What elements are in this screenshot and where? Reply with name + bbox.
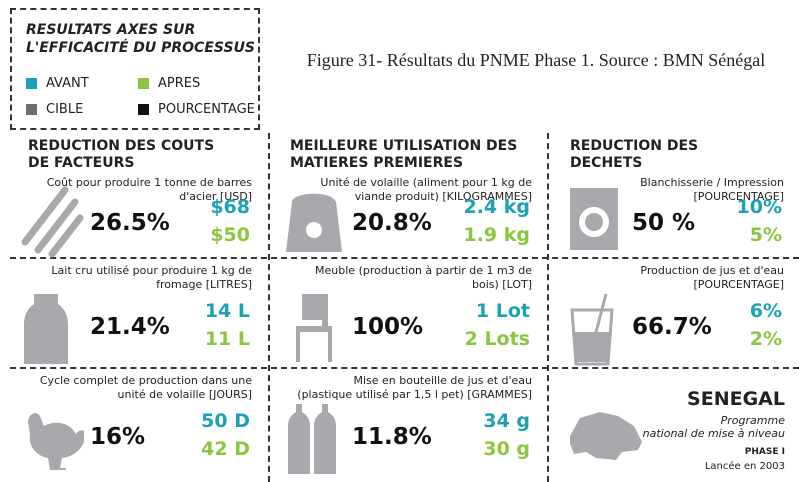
separator: [547, 133, 549, 482]
value-before: 10%: [736, 196, 782, 218]
value-after: 30 g: [483, 438, 530, 460]
senegal-subtitle: national de mise à niveau: [642, 427, 785, 440]
icon: [28, 413, 84, 470]
legend-swatch: [138, 104, 149, 115]
value-before: 50 D: [201, 410, 250, 432]
column-title: DE FACTEURS: [28, 155, 135, 171]
legend-title: RESULTATS AXES SUR: [26, 22, 196, 38]
column-title: MEILLEURE UTILISATION DES: [290, 138, 518, 154]
percentage: 26.5%: [90, 210, 170, 236]
percentage: 50 %: [632, 210, 696, 236]
value-after: 42 D: [201, 438, 250, 460]
value-before: 1 Lot: [475, 300, 530, 322]
icon: [570, 293, 614, 366]
separator: [10, 367, 799, 369]
legend-label: POURCENTAGE: [158, 102, 255, 117]
value-before: $68: [210, 196, 250, 218]
legend-box: RESULTATS AXES SUR L'EFFICACITÉ DU PROCES…: [10, 8, 260, 130]
description: Meuble (production à partir de 1 m3 de b…: [315, 264, 532, 291]
value-before: 34 g: [483, 410, 530, 432]
legend-swatch: [26, 104, 37, 115]
legend-item: POURCENTAGE: [138, 102, 255, 117]
legend-label: APRES: [158, 76, 201, 91]
description: Unité de volaille (aliment pour 1 kg de …: [320, 176, 532, 203]
percentage: 11.8%: [352, 424, 432, 450]
column-title: MATIERES PREMIERES: [290, 155, 464, 171]
value-after: 5%: [749, 224, 782, 246]
icon: [24, 294, 68, 364]
value-before: 2.4 kg: [463, 196, 530, 218]
senegal-subtitle: Programme: [720, 414, 785, 427]
percentage: 66.7%: [632, 314, 712, 340]
legend-item: APRES: [138, 76, 200, 91]
value-after: 2 Lots: [464, 328, 530, 350]
value-after: 11 L: [204, 328, 250, 350]
column-title: DECHETS: [570, 155, 643, 171]
legend-swatch: [26, 78, 37, 89]
legend-label: CIBLE: [46, 102, 84, 117]
separator: [10, 257, 799, 259]
percentage: 20.8%: [352, 210, 432, 236]
value-after: 1.9 kg: [463, 224, 530, 246]
legend-title: L'EFFICACITÉ DU PROCESSUS: [26, 40, 256, 56]
percentage: 21.4%: [90, 314, 170, 340]
description: Cycle complet de production dans une uni…: [39, 374, 252, 401]
value-before: 6%: [749, 300, 782, 322]
senegal-title: SENEGAL: [687, 388, 785, 410]
senegal-phase: PHASE I: [744, 447, 785, 457]
legend-label: AVANT: [46, 76, 89, 91]
legend-item: AVANT: [26, 76, 89, 91]
value-after: 2%: [749, 328, 782, 350]
value-before: 14 L: [204, 300, 250, 322]
separator: [268, 133, 270, 482]
percentage: 16%: [90, 424, 146, 450]
percentage: 100%: [352, 314, 424, 340]
description: Mise en bouteille de jus et d'eau (plast…: [297, 374, 532, 401]
column-title: REDUCTION DES: [570, 138, 699, 154]
value-after: $50: [210, 224, 250, 246]
icon: [570, 188, 618, 250]
icon: [286, 193, 342, 252]
senegal-launched: Lancée en 2003: [704, 461, 785, 472]
icon: [21, 186, 84, 258]
legend-swatch: [138, 78, 149, 89]
icon: [296, 294, 332, 362]
description: Production de jus et d'eau [POURCENTAGE]: [640, 264, 784, 291]
description: Coût pour produire 1 tonne de barres d'a…: [46, 176, 252, 203]
column-title: REDUCTION DES COUTS: [28, 138, 215, 154]
figure-caption: Figure 31- Résultats du PNME Phase 1. So…: [306, 50, 766, 70]
legend-item: CIBLE: [26, 102, 83, 117]
icon: [288, 404, 336, 474]
description: Lait cru utilisé pour produire 1 kg de f…: [51, 264, 252, 291]
description: Blanchisserie / Impression [POURCENTAGE]: [640, 176, 784, 203]
map-icon: [570, 412, 642, 460]
